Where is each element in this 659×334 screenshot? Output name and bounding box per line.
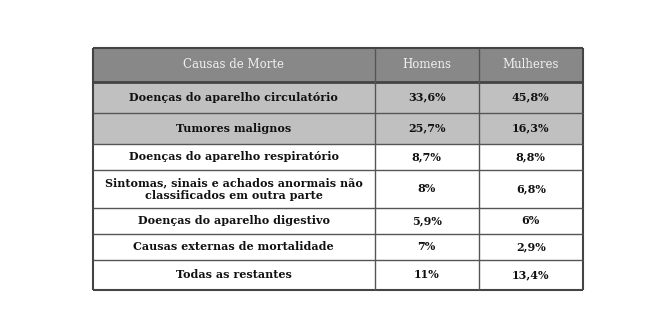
Text: Doenças do aparelho digestivo: Doenças do aparelho digestivo [138,215,330,226]
Bar [92,113,583,144]
Text: Mulheres: Mulheres [503,58,559,71]
Bar [92,81,583,113]
Text: 7%: 7% [418,241,436,252]
Text: 8%: 8% [418,183,436,194]
Text: 6,8%: 6,8% [516,183,546,194]
Text: 11%: 11% [414,269,440,280]
Text: 5,9%: 5,9% [412,215,442,226]
Text: Sintomas, sinais e achados anormais não
classificados em outra parte: Sintomas, sinais e achados anormais não … [105,177,362,201]
Bar [92,144,583,170]
Bar [92,170,583,208]
Text: 25,7%: 25,7% [408,123,445,134]
Bar [92,48,583,81]
Text: 33,6%: 33,6% [408,92,445,103]
Text: 13,4%: 13,4% [512,269,550,280]
Text: 2,9%: 2,9% [516,241,546,252]
Text: Doenças do aparelho respiratório: Doenças do aparelho respiratório [129,152,339,162]
Text: 45,8%: 45,8% [512,92,550,103]
Text: Tumores malignos: Tumores malignos [176,123,291,134]
Text: 6%: 6% [522,215,540,226]
Text: 8,7%: 8,7% [412,152,442,162]
Text: Todas as restantes: Todas as restantes [175,269,291,280]
Bar [92,234,583,260]
Text: Causas de Morte: Causas de Morte [183,58,284,71]
Text: 16,3%: 16,3% [512,123,550,134]
Text: Causas externas de mortalidade: Causas externas de mortalidade [133,241,334,252]
Bar [92,260,583,290]
Text: Homens: Homens [402,58,451,71]
Text: 8,8%: 8,8% [516,152,546,162]
Bar [92,208,583,234]
Text: Doenças do aparelho circulatório: Doenças do aparelho circulatório [129,92,338,103]
